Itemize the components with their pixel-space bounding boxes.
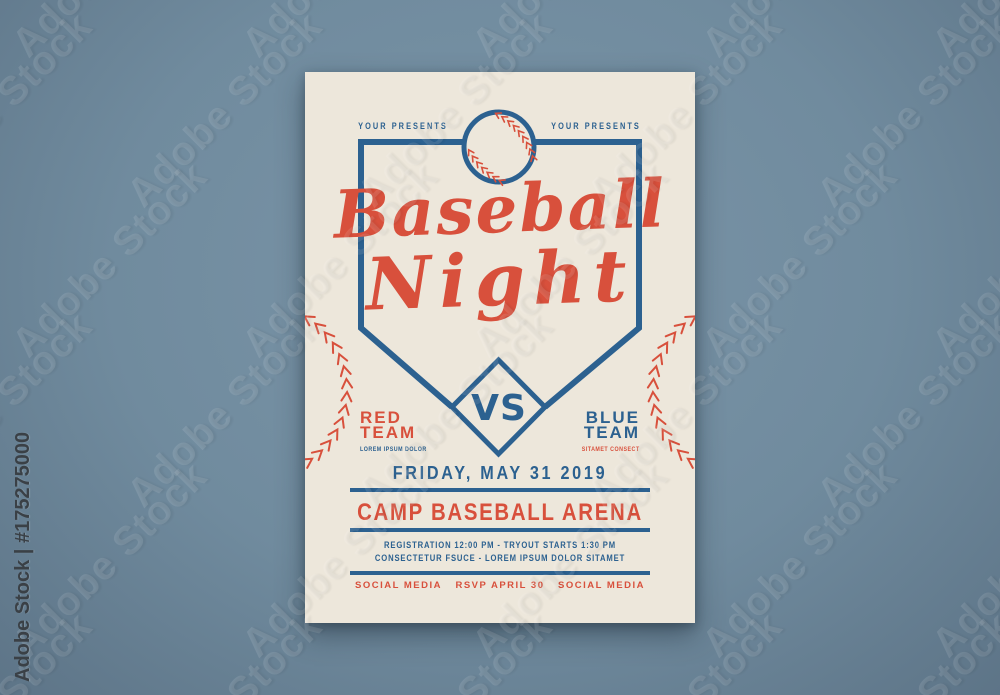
footer-rsvp: RSVP APRIL 30 <box>455 580 545 591</box>
vs-label: VS <box>471 388 527 429</box>
divider-line <box>350 571 650 575</box>
adobe-stock-watermark: Adobe Stock <box>4 0 216 66</box>
adobe-stock-watermark: Adobe Stock <box>0 3 101 216</box>
baseball-icon <box>461 109 537 185</box>
baseball-stitches <box>467 112 538 187</box>
adobe-stock-watermark: Adobe Stock <box>808 3 1000 216</box>
red-team-block: RED TEAM LOREM IPSUM DOLOR <box>360 408 441 454</box>
blue-team-name-line2: TEAM <box>583 423 640 442</box>
adobe-stock-watermark: Adobe Stock <box>808 303 1000 516</box>
presents-label-right: YOUR PRESENTS <box>551 121 641 131</box>
adobe-stock-watermark: Adobe Stock <box>923 154 1000 366</box>
adobe-stock-watermark: Adobe Stock <box>693 453 906 666</box>
info-line-2: CONSECTETUR FSUCE - LOREM IPSUM DOLOR SI… <box>374 553 626 563</box>
title-script-line2: Night <box>364 232 636 327</box>
divider-line <box>350 488 650 492</box>
blue-team-name-line1: BLUE <box>585 408 640 427</box>
adobe-stock-watermark: Adobe Stock <box>464 0 676 66</box>
adobe-stock-watermark: Adobe Stock <box>118 303 331 516</box>
watermark-id-text: Adobe Stock | #175275000 <box>12 431 34 682</box>
info-line-1: REGISTRATION 12:00 PM - TRYOUT STARTS 1:… <box>384 540 616 550</box>
adobe-stock-watermark: Adobe Stock <box>923 454 1000 666</box>
adobe-stock-watermark: Adobe Stock <box>693 153 906 366</box>
event-date: FRIDAY, MAY 31 2019 <box>392 463 608 483</box>
vs-diamond <box>448 356 549 458</box>
adobe-stock-watermark: Adobe Stock <box>694 0 906 66</box>
presents-label-left: YOUR PRESENTS <box>358 121 448 131</box>
footer-row: SOCIAL MEDIA RSVP APRIL 30 SOCIAL MEDIA <box>355 580 645 591</box>
home-plate-graphic: VS <box>305 109 695 469</box>
adobe-stock-watermark: Adobe Stock <box>119 604 331 695</box>
flyer-paper: YOUR PRESENTS YOUR PRESENTS VS Baseball … <box>305 72 695 623</box>
red-team-name-line1: RED <box>360 408 402 427</box>
venue-name: CAMP BASEBALL ARENA <box>357 499 643 526</box>
footer-social-right: SOCIAL MEDIA <box>558 580 645 591</box>
blue-team-subtitle: SITAMET CONSECT <box>582 446 640 453</box>
adobe-stock-watermark: Adobe Stock <box>118 3 331 216</box>
adobe-stock-watermark: Adobe Stock <box>809 604 1000 695</box>
footer-social-left: SOCIAL MEDIA <box>355 580 442 591</box>
blue-team-block: BLUE TEAM SITAMET CONSECT <box>569 408 640 454</box>
adobe-stock-watermark: Adobe Stock <box>234 0 446 66</box>
red-team-subtitle: LOREM IPSUM DOLOR <box>360 446 427 453</box>
divider-line <box>350 528 650 532</box>
adobe-stock-watermark: Adobe Stock <box>3 153 216 366</box>
adobe-stock-watermark: Adobe Stock <box>3 453 216 666</box>
side-stitch-decorations <box>305 315 695 469</box>
adobe-stock-watermark: Adobe Stock <box>924 0 1000 66</box>
red-team-name-line2: TEAM <box>360 423 417 442</box>
